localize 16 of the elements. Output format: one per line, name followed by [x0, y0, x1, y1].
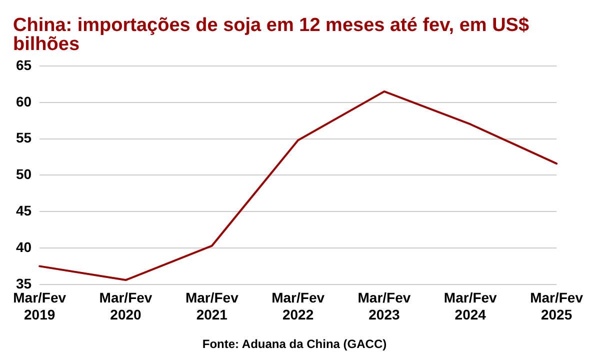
source-note: Fonte: Aduana da China (GACC) [201, 337, 388, 351]
y-tick-label: 55 [16, 130, 32, 146]
y-tick-label: 50 [16, 166, 32, 182]
x-tick-label: Mar/Fev 2023 [358, 290, 411, 322]
x-tick-label: Mar/Fev 2019 [13, 290, 66, 322]
x-tick-label: Mar/Fev 2025 [530, 290, 584, 322]
x-tick-label: Mar/Fev 2020 [99, 290, 152, 322]
x-tick-label: Mar/Fev 2021 [185, 290, 239, 322]
y-tick-label: 40 [16, 238, 32, 255]
chart-title: China: importações de soja em 12 meses até fev, em US$ bilhões [13, 15, 530, 55]
x-tick-label: Mar/Fev 2022 [272, 290, 325, 322]
y-tick-label: 45 [16, 202, 32, 218]
y-tick-label: 35 [16, 275, 32, 292]
y-tick-label: 60 [16, 93, 32, 110]
y-tick-label: 65 [16, 56, 32, 73]
x-tick-label: Mar/Fev 2024 [444, 290, 498, 322]
